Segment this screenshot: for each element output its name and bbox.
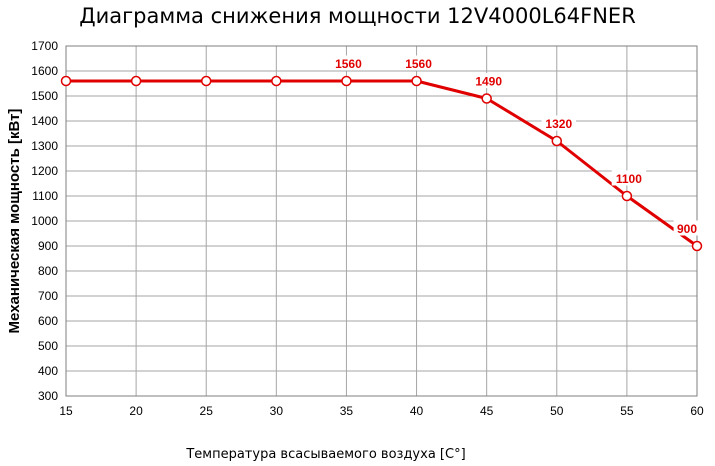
data-label: 1560: [335, 57, 362, 71]
data-label: 1560: [405, 57, 432, 71]
y-tick-label: 1600: [31, 64, 58, 78]
y-tick-label: 700: [38, 289, 58, 303]
y-axis-label: Механическая мощность [кВт]: [6, 109, 23, 334]
data-point: [341, 75, 352, 87]
data-point: [60, 75, 72, 87]
y-tick-label: 500: [38, 339, 58, 353]
data-label-bg: [331, 55, 366, 71]
y-tick-label: 1200: [31, 164, 58, 178]
y-tick-label: 600: [38, 314, 58, 328]
data-point: [130, 75, 142, 87]
x-tick-label: 60: [690, 404, 704, 418]
y-tick-label: 1700: [31, 39, 58, 53]
data-label: 1100: [616, 172, 642, 186]
y-tick-labels: 300 400 500 600 700 800 900 1000 1100 1200 1300 140…: [31, 39, 58, 403]
y-tick-label: 900: [38, 239, 58, 253]
data-label-bg: [471, 73, 506, 88]
x-tick-label: 45: [480, 404, 494, 418]
y-tick-label: 1000: [31, 214, 58, 228]
x-tick-label: 30: [270, 404, 284, 418]
y-tick-label: 400: [38, 364, 58, 378]
data-label: 1320: [545, 117, 572, 131]
x-tick-label: 55: [620, 404, 634, 418]
data-point: [691, 240, 703, 252]
grid-lines: [65, 45, 698, 397]
data-point: [481, 93, 492, 104]
x-tick-label: 15: [59, 404, 73, 418]
x-tick-label: 20: [129, 404, 143, 418]
x-tick-label: 50: [550, 404, 564, 418]
x-tick-label: 35: [340, 404, 354, 418]
y-tick-label: 300: [38, 389, 58, 403]
data-point: [411, 75, 422, 87]
y-tick-label: 1400: [31, 114, 58, 128]
series-line: [66, 79, 698, 248]
x-axis-label: Температура всасываемого воздуха [C°]: [185, 447, 465, 462]
data-point: [271, 75, 282, 87]
x-tick-labels: 15 20 25 30 35 40 45 50 55 60: [59, 404, 704, 418]
data-label-bg: [673, 220, 701, 236]
data-point: [551, 135, 563, 147]
chart-title: Диаграмма снижения мощности 12V4000L64FN…: [79, 4, 636, 28]
y-tick-label: 1100: [32, 189, 58, 203]
y-tick-label: 1500: [31, 89, 58, 103]
x-tick-label: 40: [410, 404, 424, 418]
data-label-bg: [611, 170, 647, 186]
data-points: [60, 75, 703, 252]
data-point: [621, 190, 633, 202]
data-label-bg: [401, 55, 436, 71]
data-label: 1490: [475, 75, 502, 89]
data-labels: 1560 1560 1490 1320 1100 900: [331, 55, 701, 236]
x-tick-label: 25: [200, 404, 214, 418]
data-label: 900: [677, 222, 697, 236]
y-tick-label: 1300: [31, 139, 58, 153]
y-tick-label: 800: [38, 264, 58, 278]
data-point: [200, 75, 212, 87]
data-label-bg: [541, 115, 576, 131]
